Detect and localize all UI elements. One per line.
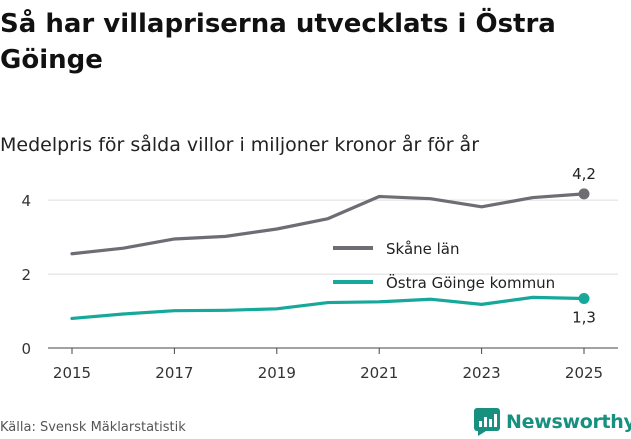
x-tick-label: 2021 xyxy=(360,364,398,382)
y-tick-label: 4 xyxy=(21,192,31,210)
x-tick-label: 2025 xyxy=(565,364,603,382)
chart-title: Så har villapriserna utvecklats i Östra … xyxy=(0,9,556,75)
series-line-skane-lan xyxy=(70,192,586,256)
newsworthy-logo-icon xyxy=(474,408,500,436)
chart-subtitle: Medelpris för sålda villor i miljoner kr… xyxy=(0,134,480,156)
y-tick-label: 0 xyxy=(21,340,31,358)
x-tick-label: 2019 xyxy=(258,364,296,382)
brand-name: Newsworthy xyxy=(506,411,631,433)
x-tick-label: 2017 xyxy=(155,364,193,382)
source-note: Källa: Svensk Mäklarstatistik xyxy=(0,420,186,435)
legend-label: Skåne län xyxy=(386,240,460,258)
end-marker-skane-lan xyxy=(578,188,590,200)
y-tick-label: 2 xyxy=(21,266,31,284)
x-tick-label: 2015 xyxy=(53,364,91,382)
end-label-ostra-goinge: 1,3 xyxy=(572,308,596,326)
legend-label: Östra Göinge kommun xyxy=(386,273,555,292)
end-marker-ostra-goinge xyxy=(578,292,590,304)
x-tick-label: 2023 xyxy=(463,364,501,382)
series-line-ostra-goinge xyxy=(70,295,586,321)
newsworthy-logo: Newsworthy xyxy=(474,407,631,437)
end-label-skane-lan: 4,2 xyxy=(572,165,596,183)
